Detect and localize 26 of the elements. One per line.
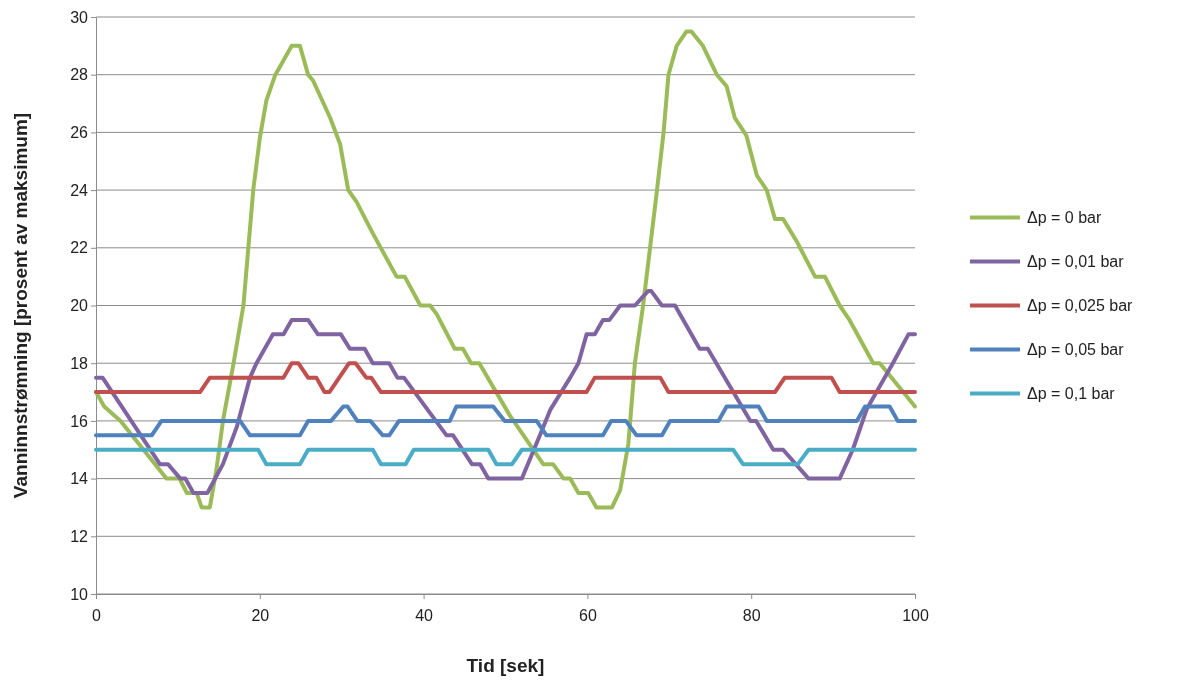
legend-label: Δp = 0,1 bar xyxy=(1027,385,1116,403)
x-tick-label: 40 xyxy=(415,607,434,625)
x-tick-label: 80 xyxy=(742,607,761,625)
y-tick-label: 28 xyxy=(70,66,89,84)
legend-label: Δp = 0,01 bar xyxy=(1027,253,1125,271)
y-tick-label: 14 xyxy=(70,470,89,488)
legend-label: Δp = 0 bar xyxy=(1027,209,1102,227)
y-tick-label: 26 xyxy=(70,124,89,142)
x-tick-label: 0 xyxy=(92,607,102,625)
y-axis-title: Vanninnstrømning [prosent av maksimum] xyxy=(10,112,31,499)
x-tick-label: 60 xyxy=(579,607,597,625)
y-tick-label: 16 xyxy=(70,412,89,430)
y-tick-label: 20 xyxy=(70,297,89,315)
legend-label: Δp = 0,025 bar xyxy=(1027,297,1134,315)
y-tick-label: 10 xyxy=(70,585,89,603)
y-tick-label: 18 xyxy=(70,354,89,372)
legend-label: Δp = 0,05 bar xyxy=(1027,341,1125,359)
line-series xyxy=(94,289,917,496)
y-tick-label: 22 xyxy=(70,239,89,257)
y-tick-label: 24 xyxy=(70,181,89,199)
x-tick-label: 100 xyxy=(902,607,929,625)
x-tick-label: 20 xyxy=(251,607,270,625)
x-axis-title: Tid [sek] xyxy=(466,655,545,676)
line-series xyxy=(94,29,917,510)
y-tick-label: 30 xyxy=(70,8,89,26)
y-tick-label: 12 xyxy=(70,527,89,545)
